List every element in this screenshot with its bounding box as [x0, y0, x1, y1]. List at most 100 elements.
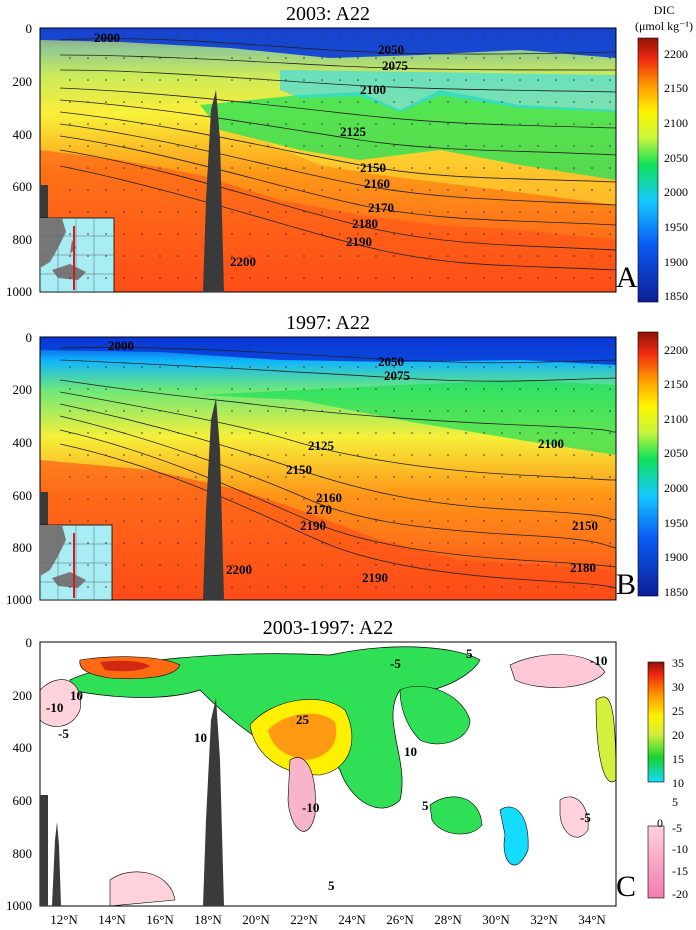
sample-point	[519, 432, 521, 434]
sample-point	[411, 277, 413, 279]
sample-point	[501, 211, 503, 213]
sample-point	[411, 564, 413, 566]
sample-point	[321, 57, 323, 59]
sample-point	[231, 277, 233, 279]
sample-point	[393, 476, 395, 478]
panel-b-contour-label: 2100	[538, 436, 564, 451]
sample-point	[177, 123, 179, 125]
sample-point	[609, 366, 611, 368]
sample-point	[177, 167, 179, 169]
colorbar-tick: 1850	[664, 585, 688, 599]
sample-point	[159, 123, 161, 125]
sample-point	[141, 35, 143, 37]
sample-point	[555, 123, 557, 125]
sample-point	[555, 57, 557, 59]
sample-point	[375, 123, 377, 125]
sample-point	[267, 167, 269, 169]
panel-a-label: A	[616, 261, 638, 294]
sample-point	[123, 189, 125, 191]
sample-point	[249, 79, 251, 81]
sample-point	[267, 432, 269, 434]
sample-point	[609, 277, 611, 279]
sample-point	[555, 432, 557, 434]
sample-point	[465, 432, 467, 434]
sample-point	[141, 189, 143, 191]
sample-point	[321, 454, 323, 456]
sample-point	[501, 542, 503, 544]
panel-b-y-tick: 600	[13, 488, 33, 503]
sample-point	[375, 410, 377, 412]
sample-point	[447, 167, 449, 169]
sample-point	[321, 388, 323, 390]
sample-point	[465, 476, 467, 478]
panel-c-contour-label: -10	[46, 700, 63, 715]
sample-point	[105, 366, 107, 368]
sample-point	[501, 167, 503, 169]
sample-point	[123, 388, 125, 390]
sample-point	[141, 277, 143, 279]
sample-point	[447, 123, 449, 125]
panel-b-field	[40, 337, 616, 600]
sample-point	[393, 255, 395, 257]
sample-point	[555, 586, 557, 588]
sample-point	[537, 520, 539, 522]
sample-point	[249, 476, 251, 478]
panel-c-label: C	[616, 870, 636, 903]
sample-point	[87, 410, 89, 412]
sample-point	[429, 35, 431, 37]
sample-point	[573, 79, 575, 81]
sample-point	[357, 344, 359, 346]
sample-point	[141, 145, 143, 147]
sample-point	[285, 476, 287, 478]
sample-point	[573, 277, 575, 279]
sample-point	[159, 145, 161, 147]
panel-c-contour-label: -5	[390, 656, 401, 671]
sample-point	[501, 35, 503, 37]
sample-point	[69, 255, 71, 257]
sample-point	[177, 277, 179, 279]
sample-point	[357, 35, 359, 37]
sample-point	[429, 564, 431, 566]
sample-point	[285, 145, 287, 147]
sample-point	[159, 498, 161, 500]
sample-point	[465, 233, 467, 235]
panel-c-contour-label: 5	[466, 646, 473, 661]
sample-point	[555, 79, 557, 81]
sample-point	[411, 388, 413, 390]
sample-point	[105, 586, 107, 588]
sample-point	[591, 145, 593, 147]
sample-point	[411, 57, 413, 59]
sample-point	[447, 57, 449, 59]
sample-point	[321, 167, 323, 169]
panel-b-ridge	[203, 398, 224, 600]
sample-point	[573, 454, 575, 456]
sample-point	[519, 366, 521, 368]
sample-point	[591, 410, 593, 412]
sample-point	[303, 520, 305, 522]
sample-point	[69, 101, 71, 103]
sample-point	[411, 498, 413, 500]
sample-point	[573, 586, 575, 588]
sample-point	[591, 189, 593, 191]
sample-point	[537, 410, 539, 412]
sample-point	[285, 79, 287, 81]
sample-point	[285, 233, 287, 235]
sample-point	[141, 476, 143, 478]
sample-point	[303, 189, 305, 191]
sample-point	[519, 255, 521, 257]
sample-point	[573, 388, 575, 390]
sample-point	[231, 564, 233, 566]
sample-point	[195, 211, 197, 213]
colorbar-tick: 1900	[664, 255, 688, 269]
sample-point	[483, 476, 485, 478]
sample-point	[519, 586, 521, 588]
sample-point	[375, 542, 377, 544]
colorbar-tick: 1850	[664, 289, 688, 303]
sample-point	[69, 498, 71, 500]
sample-point	[87, 211, 89, 213]
panel-a-contour-label: 2100	[360, 82, 386, 97]
sample-point	[303, 79, 305, 81]
sample-point	[123, 542, 125, 544]
sample-point	[393, 520, 395, 522]
